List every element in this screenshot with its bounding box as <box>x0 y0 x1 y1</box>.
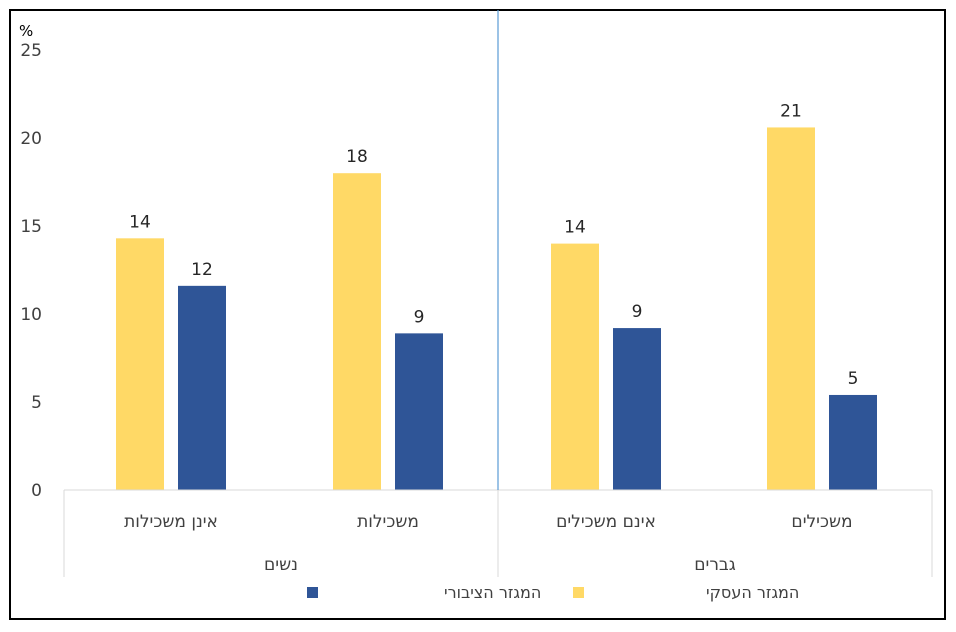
data-label: 12 <box>191 260 213 280</box>
bar-public <box>395 333 443 490</box>
y-tick-label: 5 <box>31 393 42 413</box>
y-tick-label: 15 <box>20 217 42 237</box>
legend-swatch <box>307 587 318 598</box>
data-label: 21 <box>780 101 802 121</box>
data-label: 9 <box>632 302 643 322</box>
data-label: 14 <box>129 212 151 232</box>
bar-public <box>178 285 226 490</box>
group-label: גברים <box>694 555 736 575</box>
category-label: אינן משכילות <box>124 512 218 532</box>
category-label: משכילים <box>791 512 852 532</box>
bar-business <box>116 238 164 490</box>
bar-public <box>613 328 661 490</box>
category-label: משכילות <box>357 512 419 532</box>
data-label: 9 <box>414 307 425 327</box>
bar-business <box>551 243 599 490</box>
group-label: נשים <box>264 555 298 575</box>
y-tick-label: 20 <box>20 129 42 149</box>
category-label: אינם משכילים <box>556 512 656 532</box>
data-label: 14 <box>564 218 586 238</box>
data-label: 5 <box>848 369 859 389</box>
y-tick-label: 25 <box>20 41 42 61</box>
bar-business <box>333 173 381 490</box>
y-unit-label: % <box>19 22 33 40</box>
legend-label: המגזר העסקי <box>706 583 799 602</box>
bar-public <box>829 394 877 490</box>
legend-label: המגזר הציבורי <box>444 583 541 602</box>
data-label: 18 <box>346 147 368 167</box>
bar-business <box>767 127 815 490</box>
legend-swatch <box>573 587 584 598</box>
y-tick-label: 0 <box>31 481 42 501</box>
y-tick-label: 10 <box>20 305 42 325</box>
